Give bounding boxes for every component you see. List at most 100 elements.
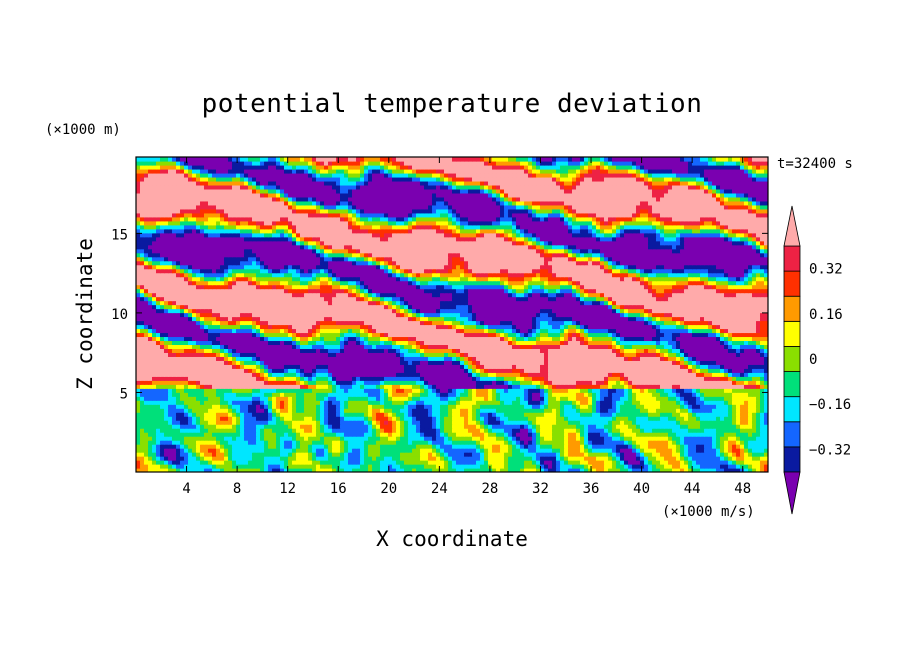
heatmap-cell [596, 352, 601, 357]
heatmap-cell [372, 356, 377, 361]
heatmap-cell [204, 444, 209, 449]
heatmap-cell [388, 468, 393, 472]
heatmap-cell [372, 368, 377, 373]
heatmap-cell [476, 408, 481, 413]
heatmap-cell [340, 428, 345, 433]
heatmap-cell [448, 384, 453, 389]
heatmap-cell [488, 444, 493, 449]
heatmap-cell [356, 416, 361, 421]
heatmap-cell [236, 412, 241, 417]
heatmap-cell [444, 348, 449, 353]
heatmap-cell [140, 408, 145, 413]
heatmap-cell [524, 464, 529, 469]
heatmap-cell [676, 376, 681, 381]
heatmap-cell [700, 384, 705, 389]
heatmap-cell [172, 400, 177, 405]
heatmap-cell [240, 420, 245, 425]
heatmap-cell [256, 432, 261, 437]
heatmap-cell [720, 420, 725, 425]
heatmap-cell [404, 444, 409, 449]
heatmap-cell [308, 436, 313, 441]
heatmap-cell [596, 372, 601, 377]
heatmap-cell [136, 460, 141, 465]
heatmap-cell [716, 468, 721, 472]
heatmap-cell [576, 388, 581, 393]
heatmap-cell [480, 356, 485, 361]
heatmap-cell [300, 380, 305, 385]
heatmap-cell [156, 380, 161, 385]
heatmap-cell [316, 348, 321, 353]
heatmap-cell [720, 348, 725, 353]
heatmap-cell [656, 460, 661, 465]
heatmap-cell [368, 376, 373, 381]
heatmap-cell [180, 392, 185, 397]
heatmap-cell [552, 372, 557, 377]
heatmap-cell [532, 384, 537, 389]
heatmap-cell [756, 368, 761, 373]
heatmap-cell [444, 436, 449, 441]
heatmap-cell [340, 352, 345, 357]
heatmap-cell [520, 436, 525, 441]
heatmap-cell [628, 460, 633, 465]
heatmap-cell [352, 376, 357, 381]
heatmap-cell [404, 420, 409, 425]
heatmap-cell [596, 376, 601, 381]
heatmap-cell [616, 372, 621, 377]
heatmap-cell [188, 380, 193, 385]
heatmap-cell [156, 400, 161, 405]
heatmap-cell [332, 348, 337, 353]
heatmap-cell [228, 444, 233, 449]
heatmap-cell [204, 396, 209, 401]
heatmap-cell [576, 440, 581, 445]
heatmap-cell [608, 384, 613, 389]
heatmap-cell [568, 396, 573, 401]
heatmap-cell [720, 372, 725, 377]
heatmap-cell [672, 400, 677, 405]
heatmap-cell [440, 448, 445, 453]
heatmap-cell [324, 432, 329, 437]
heatmap-cell [212, 436, 217, 441]
heatmap-cell [668, 452, 673, 457]
heatmap-cell [388, 368, 393, 373]
heatmap-cell [408, 384, 413, 389]
heatmap-cell [632, 364, 637, 369]
heatmap-cell [660, 444, 665, 449]
heatmap-cell [456, 364, 461, 369]
heatmap-cell [228, 448, 233, 453]
heatmap-cell [420, 424, 425, 429]
heatmap-cell [456, 344, 461, 349]
heatmap-cell [620, 352, 625, 357]
heatmap-cell [384, 348, 389, 353]
heatmap-cell [416, 424, 421, 429]
heatmap-cell [228, 372, 233, 377]
heatmap-cell [628, 464, 633, 469]
heatmap-cell [564, 444, 569, 449]
heatmap-cell [320, 456, 325, 461]
heatmap-cell [140, 424, 145, 429]
heatmap-cell [260, 420, 265, 425]
heatmap-cell [280, 344, 285, 349]
heatmap-cell [216, 376, 221, 381]
heatmap-cell [208, 440, 213, 445]
heatmap-cell [404, 376, 409, 381]
heatmap-cell [284, 384, 289, 389]
heatmap-cell [588, 392, 593, 397]
heatmap-cell [248, 412, 253, 417]
heatmap-cell [328, 464, 333, 469]
heatmap-cell [544, 436, 549, 441]
heatmap-cell [512, 380, 517, 385]
heatmap-cell [136, 396, 141, 401]
heatmap-cell [508, 360, 513, 365]
heatmap-cell [644, 364, 649, 369]
heatmap-cell [628, 420, 633, 425]
heatmap-cell [336, 420, 341, 425]
heatmap-cell [196, 432, 201, 437]
heatmap-cell [444, 408, 449, 413]
heatmap-cell [488, 364, 493, 369]
heatmap-cell [328, 448, 333, 453]
heatmap-cell [196, 424, 201, 429]
heatmap-cell [528, 388, 533, 393]
heatmap-cell [432, 464, 437, 469]
heatmap-cell [532, 444, 537, 449]
heatmap-cell [336, 400, 341, 405]
